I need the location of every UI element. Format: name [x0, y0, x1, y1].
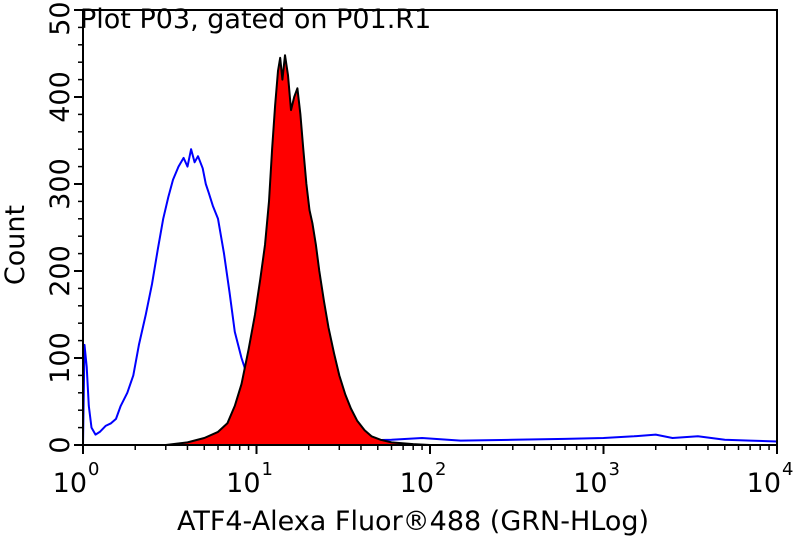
x-tick-label: 10 0 [53, 459, 100, 499]
y-axis-title: Count [0, 205, 31, 285]
y-tick-label: 200 [45, 245, 76, 297]
x-tick-base: 10 [400, 468, 434, 499]
outline-histogram-0 [82, 148, 778, 446]
x-tick-base: 10 [226, 468, 260, 499]
y-tick-label: 0 [45, 436, 76, 453]
plot-frame [82, 9, 778, 446]
x-axis-title: ATF4-Alexa Fluor®488 (GRN-HLog) [177, 506, 649, 537]
x-tick-base: 10 [573, 468, 607, 499]
x-tick-label: 10 1 [226, 459, 273, 499]
series-layer [82, 54, 778, 446]
x-tick-exponent: 3 [609, 459, 620, 480]
y-tick-labels: 0 100 200 300 400 500 [45, 0, 76, 454]
x-tick-exponent: 0 [88, 459, 99, 480]
x-tick-exponent: 4 [782, 459, 793, 480]
x-tick-labels: 10 0 10 1 10 2 10 3 10 4 [53, 459, 794, 499]
filled-histogram-outline-1 [165, 54, 431, 446]
x-tick-label: 10 2 [400, 459, 447, 499]
x-tick-base: 10 [747, 468, 781, 499]
y-tick-label: 500 [45, 0, 76, 36]
chart-title: Plot P03, gated on P01.R1 [80, 4, 431, 35]
x-tick-label: 10 3 [573, 459, 620, 499]
y-tick-label: 300 [45, 158, 76, 210]
y-tick-label: 100 [45, 332, 76, 384]
x-tick-label: 10 4 [747, 459, 794, 499]
x-tick-exponent: 2 [435, 459, 446, 480]
x-tick-base: 10 [53, 468, 87, 499]
y-tick-label: 400 [45, 71, 76, 123]
filled-histogram-1 [165, 55, 431, 445]
x-tick-exponent: 1 [262, 459, 273, 480]
